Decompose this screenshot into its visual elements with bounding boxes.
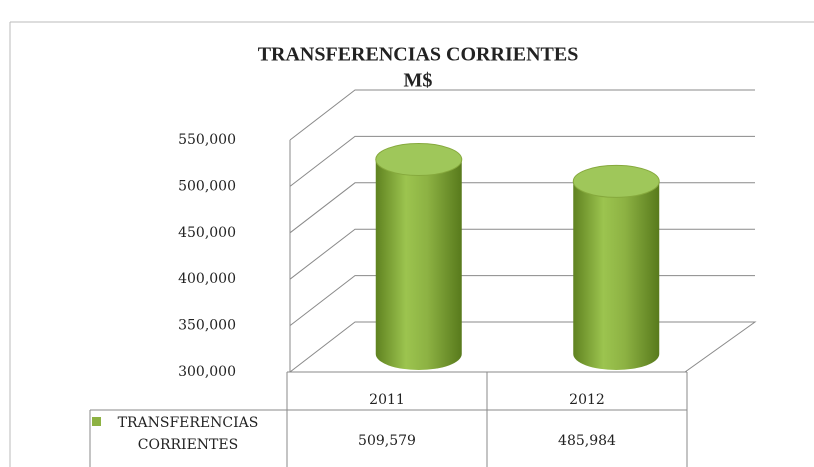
grid-line xyxy=(289,182,755,234)
grid-line xyxy=(289,89,755,141)
bar xyxy=(375,159,462,370)
y-tick-label: 300,000 xyxy=(178,364,236,380)
bar xyxy=(573,181,660,370)
y-tick-label: 450,000 xyxy=(178,225,236,241)
legend: TRANSFERENCIAS CORRIENTES xyxy=(92,415,259,453)
floor xyxy=(288,321,757,373)
grid-line xyxy=(289,228,755,280)
y-tick-label: 500,000 xyxy=(178,178,236,194)
grid-line xyxy=(289,275,755,326)
y-tick-label: 350,000 xyxy=(178,318,236,334)
legend-swatch xyxy=(92,417,101,426)
legend-label: TRANSFERENCIAS CORRIENTES xyxy=(117,415,259,453)
y-tick-label: 400,000 xyxy=(178,271,236,287)
bar-top xyxy=(375,143,463,177)
table-value: 485,984 xyxy=(558,433,616,449)
grid-line xyxy=(289,135,755,187)
y-tick-label: 550,000 xyxy=(178,132,236,148)
chart-title: TRANSFERENCIAS CORRIENTES xyxy=(258,44,579,66)
table-value: 509,579 xyxy=(358,433,416,449)
x-tick-label: 2011 xyxy=(369,392,405,408)
chart-subtitle: M$ xyxy=(404,70,433,92)
x-tick-label: 2012 xyxy=(569,392,605,408)
bar-top xyxy=(572,164,660,198)
